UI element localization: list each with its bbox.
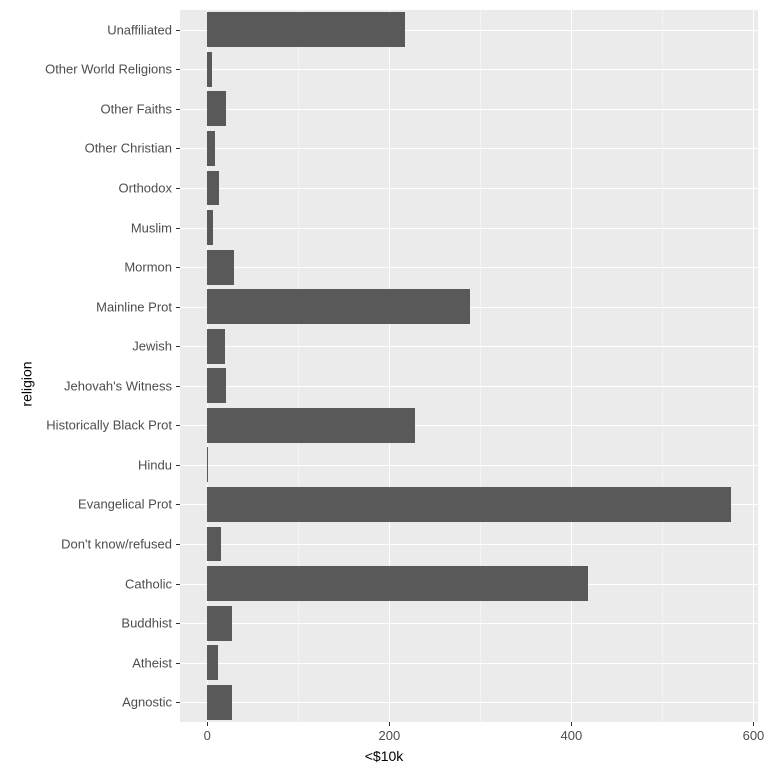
bar [207, 685, 232, 720]
gridline-major [571, 10, 572, 722]
bar [207, 368, 225, 403]
y-tick-mark [176, 504, 180, 505]
gridline-h [180, 188, 758, 189]
gridline-minor [298, 10, 299, 722]
y-tick-label: Evangelical Prot [78, 497, 172, 512]
y-tick-label: Orthodox [119, 181, 172, 196]
y-tick-label: Other World Religions [45, 62, 172, 77]
y-tick-label: Catholic [125, 576, 172, 591]
gridline-minor [480, 10, 481, 722]
gridline-h [180, 386, 758, 387]
y-tick-label: Other Faiths [100, 101, 172, 116]
bar [207, 527, 221, 562]
bar [207, 171, 219, 206]
bar [207, 645, 218, 680]
gridline-h [180, 544, 758, 545]
y-tick-label: Atheist [132, 655, 172, 670]
y-tick-label: Unaffiliated [107, 22, 172, 37]
x-tick-label: 600 [743, 728, 765, 743]
y-tick-label: Don't know/refused [61, 537, 172, 552]
gridline-h [180, 346, 758, 347]
y-tick-mark [176, 346, 180, 347]
bar [207, 289, 470, 324]
y-tick-label: Jewish [132, 339, 172, 354]
gridline-major [753, 10, 754, 722]
x-tick-label: 200 [378, 728, 400, 743]
y-tick-mark [176, 386, 180, 387]
x-tick-mark [753, 722, 754, 726]
x-tick-mark [207, 722, 208, 726]
y-tick-label: Mainline Prot [96, 299, 172, 314]
gridline-h [180, 465, 758, 466]
y-tick-label: Jehovah's Witness [64, 378, 172, 393]
bar [207, 487, 730, 522]
y-tick-label: Historically Black Prot [46, 418, 172, 433]
y-tick-label: Other Christian [85, 141, 172, 156]
bar [207, 210, 212, 245]
bar [207, 329, 224, 364]
y-tick-mark [176, 228, 180, 229]
x-tick-label: 400 [561, 728, 583, 743]
y-tick-mark [176, 702, 180, 703]
chart-container: religion <$10k AgnosticAtheistBuddhistCa… [0, 0, 768, 768]
bar [207, 606, 232, 641]
x-axis-label: <$10k [365, 748, 404, 764]
plot-area [180, 10, 758, 722]
y-tick-label: Agnostic [122, 695, 172, 710]
gridline-minor [662, 10, 663, 722]
y-tick-mark [176, 267, 180, 268]
gridline-h [180, 148, 758, 149]
y-tick-mark [176, 425, 180, 426]
x-tick-mark [389, 722, 390, 726]
x-tick-label: 0 [204, 728, 211, 743]
y-tick-label: Muslim [131, 220, 172, 235]
bar [207, 131, 215, 166]
x-axis: 0200400600 [180, 722, 758, 750]
y-tick-mark [176, 148, 180, 149]
y-tick-label: Mormon [124, 260, 172, 275]
gridline-h [180, 228, 758, 229]
bar [207, 91, 225, 126]
bar [207, 447, 208, 482]
y-axis: Agnostic Atheist Buddhist Catholic Don't kno… [0, 10, 180, 722]
y-tick-label: Buddhist [121, 616, 172, 631]
y-tick-mark [176, 30, 180, 31]
gridline-h [180, 663, 758, 664]
bar [207, 52, 212, 87]
y-tick-mark [176, 69, 180, 70]
gridline-h [180, 69, 758, 70]
y-tick-mark [176, 307, 180, 308]
bar [207, 250, 233, 285]
y-tick-mark [176, 188, 180, 189]
bar [207, 408, 415, 443]
y-tick-mark [176, 663, 180, 664]
y-tick-mark [176, 544, 180, 545]
bar [207, 12, 405, 47]
y-tick-mark [176, 109, 180, 110]
y-tick-mark [176, 623, 180, 624]
gridline-h [180, 109, 758, 110]
gridline-h [180, 267, 758, 268]
y-tick-label: Hindu [138, 457, 172, 472]
x-tick-mark [571, 722, 572, 726]
gridline-h [180, 623, 758, 624]
gridline-major [389, 10, 390, 722]
y-tick-mark [176, 584, 180, 585]
y-tick-mark [176, 465, 180, 466]
bar [207, 566, 587, 601]
gridline-h [180, 702, 758, 703]
